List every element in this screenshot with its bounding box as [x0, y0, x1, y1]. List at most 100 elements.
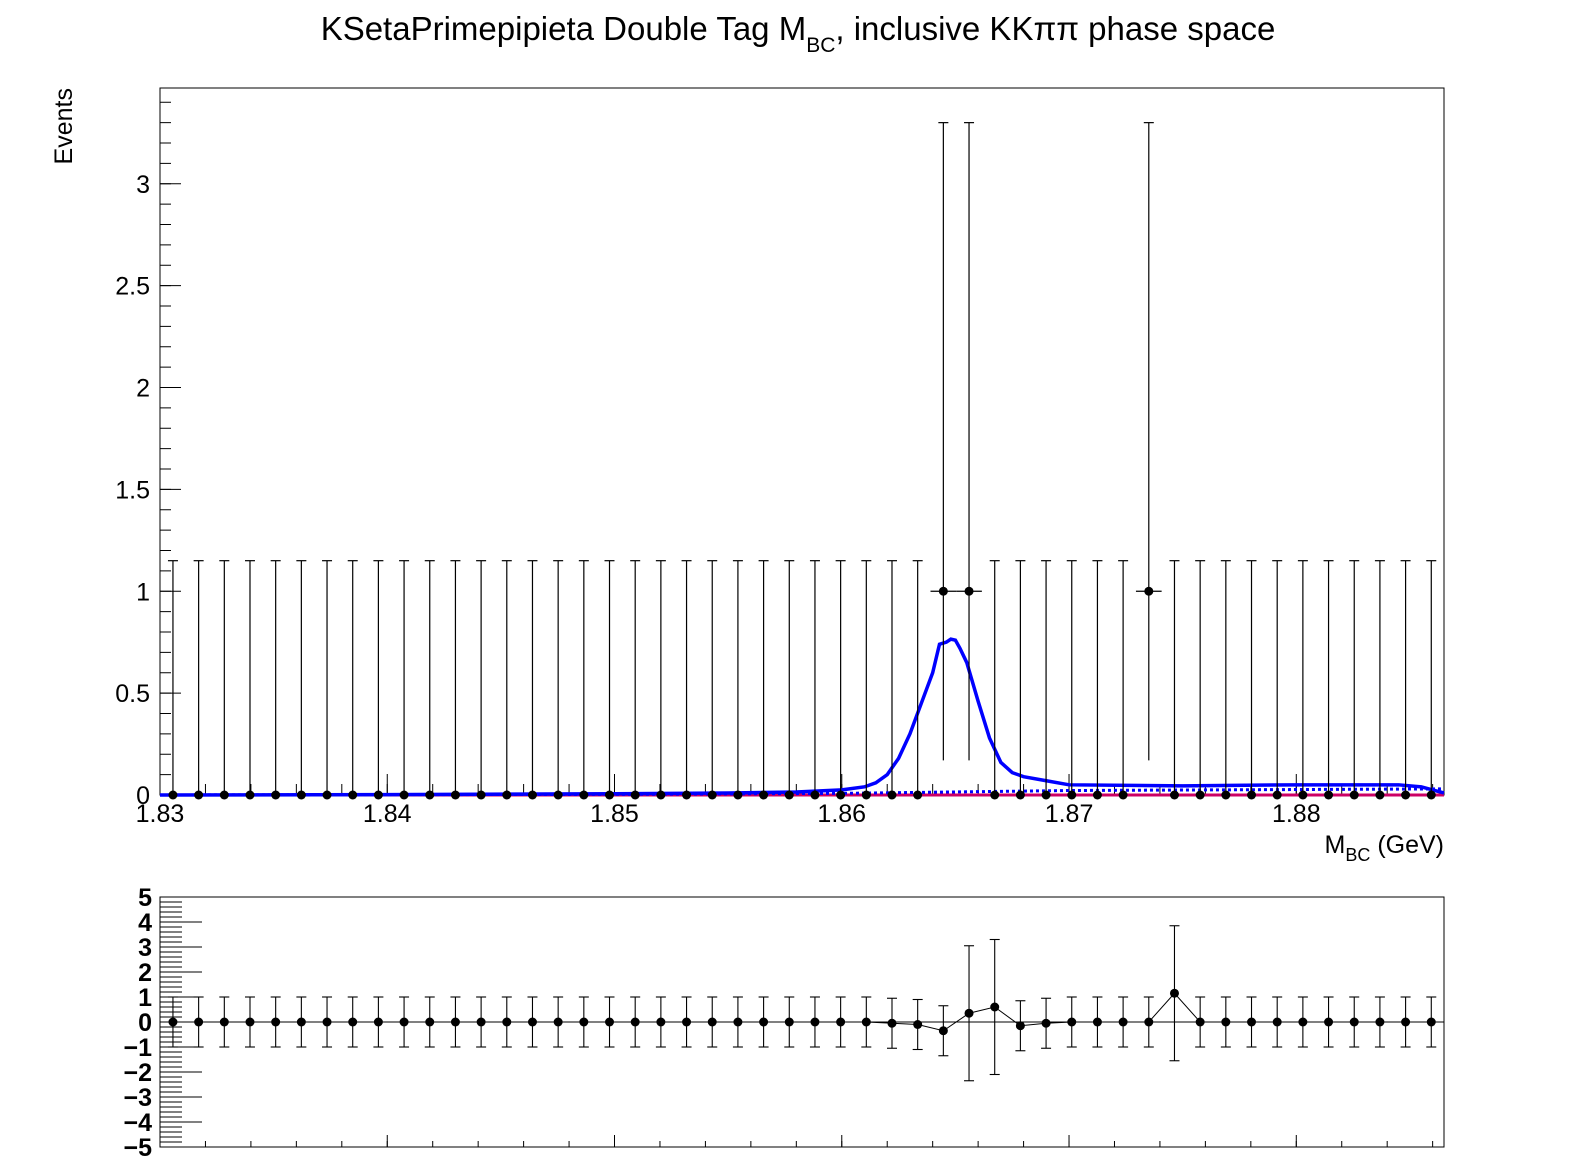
pull-point [1324, 1017, 1334, 1027]
data-point [630, 790, 640, 800]
pull-point [553, 1017, 563, 1027]
pull-y-tick-label: 0 [138, 1009, 152, 1037]
data-point [733, 790, 743, 800]
y-tick-label: 0 [136, 782, 150, 810]
pull-point [1221, 1017, 1231, 1027]
data-point [502, 790, 512, 800]
data-point [1015, 790, 1025, 800]
pull-point [656, 1017, 666, 1027]
pull-point [990, 1002, 1000, 1012]
data-point [1041, 790, 1051, 800]
pull-point [1426, 1017, 1436, 1027]
pull-point [219, 1017, 229, 1027]
pull-point [1401, 1017, 1411, 1027]
pull-y-tick-label: −3 [123, 1084, 152, 1112]
main-plot-panel: 0 0.5 1 1.5 2 2.5 3 1.83 1.84 1.85 1.86 1.87 1.88 [115, 87, 1445, 828]
pull-point [887, 1018, 897, 1028]
x-tick-label: 1.86 [817, 800, 866, 828]
pull-point [733, 1017, 743, 1027]
data-point [348, 790, 358, 800]
pull-point [1041, 1018, 1051, 1028]
pull-y-tick-label: −4 [123, 1109, 152, 1137]
pull-point [759, 1017, 769, 1027]
data-point [271, 790, 281, 800]
pull-point [810, 1017, 820, 1027]
y-tick-label: 2.5 [115, 273, 150, 301]
data-point [450, 790, 460, 800]
pull-point [1067, 1017, 1077, 1027]
x-tick-label: 1.88 [1272, 800, 1321, 828]
pull-y-tick-label: 5 [138, 884, 152, 912]
data-point [168, 790, 178, 800]
data-point [964, 586, 974, 596]
data-point [245, 790, 255, 800]
data-point [759, 790, 769, 800]
data-point [1272, 790, 1282, 800]
data-point [707, 790, 717, 800]
data-point [810, 790, 820, 800]
y-axis-label: Events [50, 88, 78, 164]
chart-title: KSetaPrimepipieta Double Tag MBC, inclus… [320, 10, 1276, 57]
data-point [1169, 790, 1179, 800]
pull-point [194, 1017, 204, 1027]
y-tick-label: 1.5 [115, 476, 150, 504]
pull-point [605, 1017, 615, 1027]
data-point [1092, 790, 1102, 800]
y-tick-label: 0.5 [115, 680, 150, 708]
data-point [1144, 586, 1154, 596]
data-point [296, 790, 306, 800]
y-tick-label: 1 [136, 578, 150, 606]
data-point [1401, 790, 1411, 800]
pull-point [1247, 1017, 1257, 1027]
x-tick-label: 1.84 [363, 800, 412, 828]
data-point [1324, 790, 1334, 800]
data-point [938, 586, 948, 596]
data-point [682, 790, 692, 800]
pull-point [450, 1017, 460, 1027]
data-point [836, 790, 846, 800]
y-tick-label: 2 [136, 375, 150, 403]
data-point [1349, 790, 1359, 800]
pull-point [938, 1026, 948, 1036]
pull-point [271, 1017, 281, 1027]
data-point [399, 790, 409, 800]
pull-point [425, 1017, 435, 1027]
pull-y-tick-label: 3 [138, 934, 152, 962]
data-point [1375, 790, 1385, 800]
x-tick-label: 1.87 [1045, 800, 1094, 828]
pull-point [1169, 988, 1179, 998]
x-axis-label: MBC (GeV) [1325, 831, 1444, 865]
pull-point [836, 1017, 846, 1027]
data-point [194, 790, 204, 800]
pull-point [373, 1017, 383, 1027]
pull-point [1375, 1017, 1385, 1027]
pull-point [502, 1017, 512, 1027]
data-point [219, 790, 229, 800]
pull-point [1015, 1021, 1025, 1031]
data-point [1426, 790, 1436, 800]
data-point [579, 790, 589, 800]
pull-point [682, 1017, 692, 1027]
data-point [1118, 790, 1128, 800]
data-point [913, 790, 923, 800]
pull-point [348, 1017, 358, 1027]
data-point [784, 790, 794, 800]
pull-point [1118, 1017, 1128, 1027]
pull-point [1195, 1017, 1205, 1027]
pull-point [707, 1017, 717, 1027]
data-point [1195, 790, 1205, 800]
pull-point [296, 1017, 306, 1027]
x-tick-label: 1.83 [136, 800, 185, 828]
pull-point [1092, 1017, 1102, 1027]
pull-point [1349, 1017, 1359, 1027]
data-point [1247, 790, 1257, 800]
pull-point [913, 1020, 923, 1029]
pull-point [1272, 1017, 1282, 1027]
data-point [322, 790, 332, 800]
pull-y-tick-label: 4 [138, 909, 152, 937]
data-point [861, 790, 871, 800]
pull-point [784, 1017, 794, 1027]
pull-point [630, 1017, 640, 1027]
